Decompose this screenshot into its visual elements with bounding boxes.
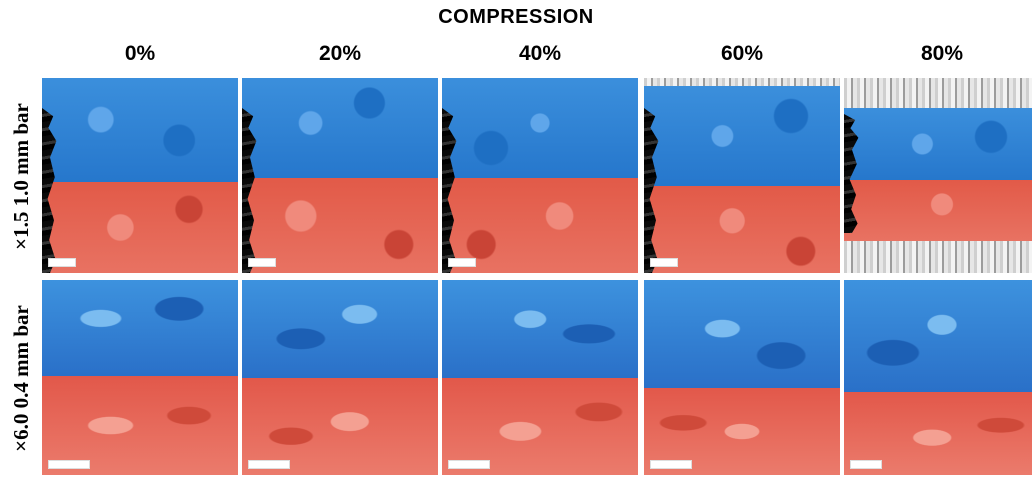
- red-layer: [844, 180, 1032, 241]
- red-layer: [442, 178, 638, 273]
- panel-row2-20pct: [242, 280, 438, 475]
- column-label-40: 40%: [518, 42, 562, 65]
- blue-layer: [42, 78, 238, 182]
- red-layer: [42, 376, 238, 475]
- panel-row2-0pct: [42, 280, 238, 475]
- red-layer: [242, 178, 438, 273]
- scale-bar: [248, 460, 290, 469]
- blue-layer: [442, 280, 638, 378]
- column-label-60: 60%: [720, 42, 764, 65]
- scale-bar: [448, 258, 476, 267]
- compression-plate-top: [844, 78, 1032, 108]
- panel-row2-80pct: [844, 280, 1032, 475]
- blue-layer: [844, 280, 1032, 392]
- blue-layer: [42, 280, 238, 376]
- scale-bar: [248, 258, 276, 267]
- blue-layer: [242, 78, 438, 178]
- blue-layer: [442, 78, 638, 178]
- column-label-20: 20%: [318, 42, 362, 65]
- scale-bar: [650, 460, 692, 469]
- compression-plate-bottom: [844, 241, 1032, 273]
- panel-row1-0pct: [42, 78, 238, 273]
- red-layer: [242, 378, 438, 475]
- blue-layer: [644, 280, 840, 388]
- panel-row2-60pct: [644, 280, 840, 475]
- scale-bar: [448, 460, 490, 469]
- scale-bar: [650, 258, 678, 267]
- row-label-1: ×1.5 1.0 mm bar: [8, 102, 33, 250]
- scale-bar: [850, 460, 882, 469]
- panel-row1-20pct: [242, 78, 438, 273]
- blue-layer: [242, 280, 438, 378]
- compression-plate: [644, 78, 840, 86]
- panel-row2-40pct: [442, 280, 638, 475]
- column-label-80: 80%: [920, 42, 964, 65]
- red-layer: [42, 182, 238, 273]
- column-label-0: 0%: [124, 42, 156, 65]
- panel-row1-80pct: [844, 78, 1032, 273]
- panel-row1-40pct: [442, 78, 638, 273]
- red-layer: [442, 378, 638, 475]
- scale-bar: [48, 258, 76, 267]
- blue-layer: [844, 108, 1032, 180]
- panel-row1-60pct: [644, 78, 840, 273]
- figure-title: COMPRESSION: [438, 6, 594, 28]
- scale-bar: [48, 460, 90, 469]
- row-label-2: ×6.0 0.4 mm bar: [8, 304, 33, 452]
- blue-layer: [644, 86, 840, 186]
